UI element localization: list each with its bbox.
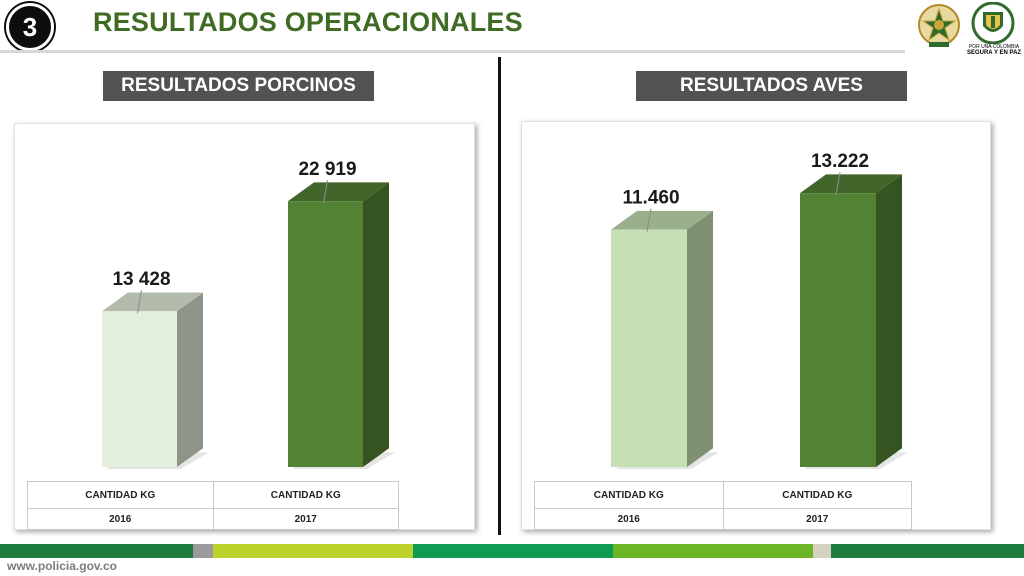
- logo-caption-small: POR UNA COLOMBIA: [968, 44, 1020, 50]
- logo-caption: POR UNA COLOMBIA SEGURA Y EN PAZ: [966, 44, 1022, 56]
- bar-2016: 11.460: [611, 188, 719, 469]
- footer-stripe-segment: [613, 544, 813, 558]
- bar-2017: 22 919: [288, 159, 395, 469]
- chart-porcinos-plot: 13 428 22 919: [102, 159, 395, 469]
- label-leader-line: [646, 208, 652, 232]
- panel-title-aves: RESULTADOS AVES: [636, 71, 907, 101]
- bar-data-label: 22 919: [298, 159, 356, 180]
- table-year-cell: 2016: [534, 508, 724, 530]
- footer-url-link[interactable]: www.policia.gov.co: [7, 559, 118, 573]
- bar-2017: 13.222: [800, 151, 908, 469]
- table-header-cell: CANTIDAD KG: [212, 481, 399, 509]
- police-emblem-logo: [918, 4, 960, 47]
- chart-aves: 11.460 13.222 CANTIDAD KG CANTIDAD KG 201…: [521, 121, 991, 530]
- bar-front: [611, 229, 687, 467]
- logo-caption-bold: SEGURA Y EN PAZ: [966, 50, 1022, 56]
- bar-top: [611, 210, 713, 230]
- section-number-badge: 3: [6, 3, 54, 51]
- bar-top: [800, 174, 902, 194]
- footer-stripe-segment: [813, 544, 831, 558]
- table-header-cell: CANTIDAD KG: [27, 481, 214, 509]
- table-year-cell: 2017: [212, 508, 399, 530]
- label-leader-line: [835, 172, 841, 196]
- footer-stripe-segment: [413, 544, 613, 558]
- label-leader-line: [323, 180, 328, 204]
- chart-porcinos: 13 428 22 919 CANTIDAD KG CANTIDAD KG 201…: [14, 123, 475, 530]
- bar-top: [102, 292, 203, 312]
- bar-front: [288, 201, 363, 468]
- bar-data-label: 11.460: [622, 188, 679, 209]
- panel-title-porcinos: RESULTADOS PORCINOS: [103, 71, 374, 101]
- footer-color-stripe: [0, 544, 1024, 558]
- bar-data-label: 13 428: [112, 269, 170, 290]
- page-title: RESULTADOS OPERACIONALES: [93, 7, 523, 37]
- footer-stripe-segment: [831, 544, 1024, 558]
- panel-divider: [498, 57, 501, 535]
- chart-aves-table: CANTIDAD KG CANTIDAD KG 2016 2017: [534, 481, 912, 530]
- bar-top: [288, 182, 389, 202]
- slide-header: 3 RESULTADOS OPERACIONALES POR UNA COLOM…: [0, 0, 1024, 56]
- bar-side: [177, 292, 203, 467]
- bar-data-label: 13.222: [811, 151, 869, 172]
- header-divider: [0, 50, 905, 53]
- bar-2016: 13 428: [102, 269, 209, 469]
- table-header-cell: CANTIDAD KG: [534, 481, 724, 509]
- national-police-shield-logo: [971, 2, 1015, 44]
- bar-front: [800, 193, 876, 467]
- label-leader-line: [137, 290, 142, 314]
- chart-aves-plot: 11.460 13.222: [611, 151, 908, 469]
- footer-stripe-segment: [0, 544, 193, 558]
- footer-stripe-segment: [213, 544, 413, 558]
- table-year-cell: 2017: [722, 508, 912, 530]
- bar-side: [687, 210, 713, 467]
- table-header-cell: CANTIDAD KG: [722, 481, 912, 509]
- bar-side: [363, 182, 389, 467]
- bar-front: [102, 311, 177, 467]
- footer-stripe-segment: [193, 544, 213, 558]
- bar-side: [876, 174, 902, 467]
- table-year-cell: 2016: [27, 508, 214, 530]
- chart-porcinos-table: CANTIDAD KG CANTIDAD KG 2016 2017: [27, 481, 399, 530]
